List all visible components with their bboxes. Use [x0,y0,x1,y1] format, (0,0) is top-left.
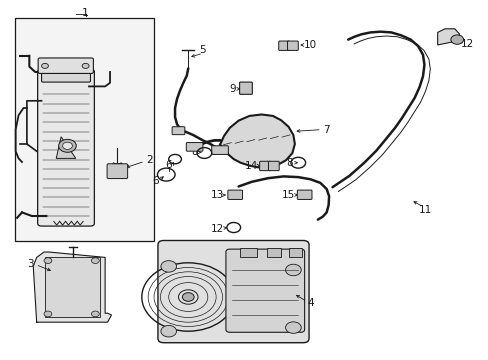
FancyBboxPatch shape [287,41,298,50]
Bar [45,257,100,317]
Text: 8: 8 [285,158,292,168]
FancyBboxPatch shape [107,164,127,179]
FancyBboxPatch shape [211,146,228,154]
FancyBboxPatch shape [172,127,184,135]
Circle shape [44,311,52,317]
FancyBboxPatch shape [41,70,90,82]
FancyBboxPatch shape [38,58,93,73]
Bar [266,248,281,257]
Bar [15,18,154,241]
Text: 2: 2 [145,155,152,165]
Circle shape [285,264,301,276]
Text: 15: 15 [281,190,295,200]
Text: 7: 7 [323,125,329,135]
FancyBboxPatch shape [278,41,289,50]
FancyBboxPatch shape [297,190,311,199]
Circle shape [450,35,463,44]
Circle shape [59,139,76,152]
Text: 11: 11 [418,204,431,215]
FancyBboxPatch shape [239,82,252,94]
Text: 9: 9 [228,84,235,94]
Polygon shape [437,29,459,45]
Circle shape [182,293,194,301]
Circle shape [91,311,99,317]
Circle shape [62,142,72,149]
Circle shape [82,63,89,68]
Text: 12: 12 [459,39,473,49]
Circle shape [161,325,176,337]
Circle shape [44,258,52,264]
Polygon shape [33,252,111,322]
FancyBboxPatch shape [259,161,270,171]
FancyBboxPatch shape [268,161,279,171]
Text: 13: 13 [210,190,224,200]
FancyBboxPatch shape [227,190,242,199]
Polygon shape [56,137,76,158]
FancyBboxPatch shape [158,240,308,343]
FancyBboxPatch shape [186,143,203,151]
Text: 5: 5 [199,45,206,55]
Text: 12: 12 [210,224,224,234]
Text: 10: 10 [304,40,316,50]
Text: 4: 4 [306,298,313,308]
Text: 6: 6 [165,160,172,170]
Text: 3: 3 [27,258,34,269]
Circle shape [41,63,48,68]
Circle shape [161,261,176,272]
FancyBboxPatch shape [225,249,304,332]
Circle shape [285,322,301,333]
Bar [288,248,302,257]
FancyBboxPatch shape [38,69,94,226]
Text: 14: 14 [244,161,258,171]
Polygon shape [220,114,294,167]
Text: 8: 8 [191,147,198,157]
Text: 1: 1 [82,8,89,18]
Text: 6: 6 [152,176,159,186]
Circle shape [91,258,99,264]
Bar [239,248,256,257]
